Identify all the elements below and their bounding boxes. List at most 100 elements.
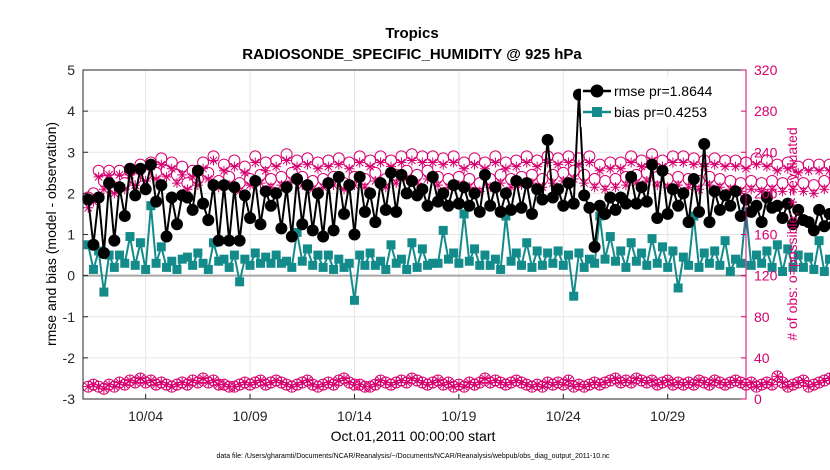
evaluated-obs-marker <box>589 182 600 193</box>
evaluated-obs-marker <box>793 167 804 178</box>
rmse-marker <box>478 168 491 181</box>
evaluated-obs-marker <box>156 159 167 170</box>
rmse-marker <box>400 187 413 200</box>
bias-marker <box>673 283 683 293</box>
evaluated-obs-low-marker <box>265 377 276 388</box>
bias-marker <box>725 267 735 277</box>
bias-marker <box>720 236 730 246</box>
evaluated-obs-marker <box>459 163 470 174</box>
rmse-marker <box>270 187 283 200</box>
evaluated-obs-marker <box>130 180 141 191</box>
x-axis-label: Oct.01,2011 00:00:00 start <box>331 428 496 444</box>
evaluated-obs-low-marker <box>526 381 537 392</box>
y-tick-label: 1 <box>67 227 75 243</box>
rmse-marker <box>123 162 136 175</box>
evaluated-obs-low-marker <box>359 381 370 392</box>
rmse-series <box>82 88 830 260</box>
evaluated-obs-marker <box>93 171 104 182</box>
rmse-marker <box>755 216 768 229</box>
evaluated-obs-marker <box>391 178 402 189</box>
rmse-marker <box>311 187 324 200</box>
rmse-marker <box>656 164 669 177</box>
evaluated-obs-low-marker <box>281 379 292 390</box>
right-y-tick-label: 240 <box>754 144 778 160</box>
evaluated-obs-low-marker <box>307 379 318 390</box>
rmse-marker <box>562 177 575 190</box>
evaluated-obs-low-marker <box>772 371 783 382</box>
bias-marker <box>642 260 652 270</box>
evaluated-obs-low-marker <box>213 379 224 390</box>
bias-marker <box>470 244 480 254</box>
rmse-marker <box>139 183 152 196</box>
evaluated-obs-low-marker <box>145 375 156 386</box>
bias-marker <box>762 246 772 256</box>
evaluated-obs-marker <box>594 165 605 176</box>
x-tick-label: 10/14 <box>337 408 372 424</box>
bias-marker <box>485 260 495 270</box>
bias-marker <box>699 248 709 258</box>
evaluated-obs-marker <box>500 163 511 174</box>
y-axis-label: rmse and bias (model - observation) <box>43 122 59 346</box>
evaluated-obs-low-marker <box>610 373 621 384</box>
evaluated-obs-marker <box>714 182 725 193</box>
rmse-marker <box>442 199 455 212</box>
rmse-marker <box>327 224 340 237</box>
bias-marker <box>381 264 391 274</box>
evaluated-obs-low-marker <box>166 381 177 392</box>
right-y-tick-label: 200 <box>754 185 778 201</box>
bias-marker <box>109 262 119 272</box>
evaluated-obs-marker <box>359 182 370 193</box>
bias-marker <box>767 262 777 272</box>
evaluated-obs-marker <box>542 157 553 168</box>
evaluated-obs-marker <box>208 155 219 166</box>
evaluated-obs-marker <box>218 165 229 176</box>
bias-marker <box>783 244 793 254</box>
bias-marker <box>543 248 553 258</box>
evaluated-obs-marker <box>511 161 522 172</box>
evaluated-obs-low-marker <box>735 377 746 388</box>
bias-marker <box>616 246 626 256</box>
rmse-marker <box>818 220 830 233</box>
evaluated-obs-low-marker <box>678 379 689 390</box>
evaluated-obs-marker <box>699 161 710 172</box>
bias-marker <box>255 258 265 268</box>
evaluated-obs-low-marker <box>777 377 788 388</box>
bias-marker <box>120 258 130 268</box>
evaluated-obs-marker <box>386 161 397 172</box>
rmse-marker <box>473 205 486 218</box>
rmse-marker <box>693 205 706 218</box>
rmse-marker <box>520 177 533 190</box>
evaluated-obs-marker <box>610 182 621 193</box>
rmse-marker <box>687 172 700 185</box>
evaluated-obs-marker <box>673 180 684 191</box>
rmse-marker <box>160 230 173 243</box>
rmse-marker <box>197 197 210 210</box>
evaluated-obs-low-marker <box>245 379 256 390</box>
rmse-marker <box>87 238 100 251</box>
evaluated-obs-marker <box>704 180 715 191</box>
evaluated-obs-low-marker <box>83 381 94 392</box>
bias-marker <box>423 260 433 270</box>
bias-marker <box>631 256 641 266</box>
rmse-marker <box>395 168 408 181</box>
bias-marker <box>746 260 756 270</box>
evaluated-obs-marker <box>250 157 261 168</box>
evaluated-obs-low-marker <box>161 379 172 390</box>
evaluated-obs-low-marker <box>589 377 600 388</box>
rmse-marker <box>348 228 361 241</box>
evaluated-obs-low-marker <box>396 375 407 386</box>
evaluated-obs-low-marker <box>714 377 725 388</box>
evaluated-obs-low-marker <box>516 377 527 388</box>
evaluated-obs-marker <box>730 161 741 172</box>
evaluated-obs-low-marker <box>464 377 475 388</box>
evaluated-obs-low-marker <box>427 377 438 388</box>
bias-marker <box>454 258 464 268</box>
bias-marker <box>657 242 667 252</box>
rmse-marker <box>238 189 251 202</box>
evaluated-obs-low-marker <box>746 377 757 388</box>
bias-marker <box>433 258 443 268</box>
right-y-tick-label: 320 <box>754 62 778 78</box>
rmse-marker <box>207 179 220 192</box>
legend-box <box>581 77 741 127</box>
evaluated-obs-marker <box>563 157 574 168</box>
